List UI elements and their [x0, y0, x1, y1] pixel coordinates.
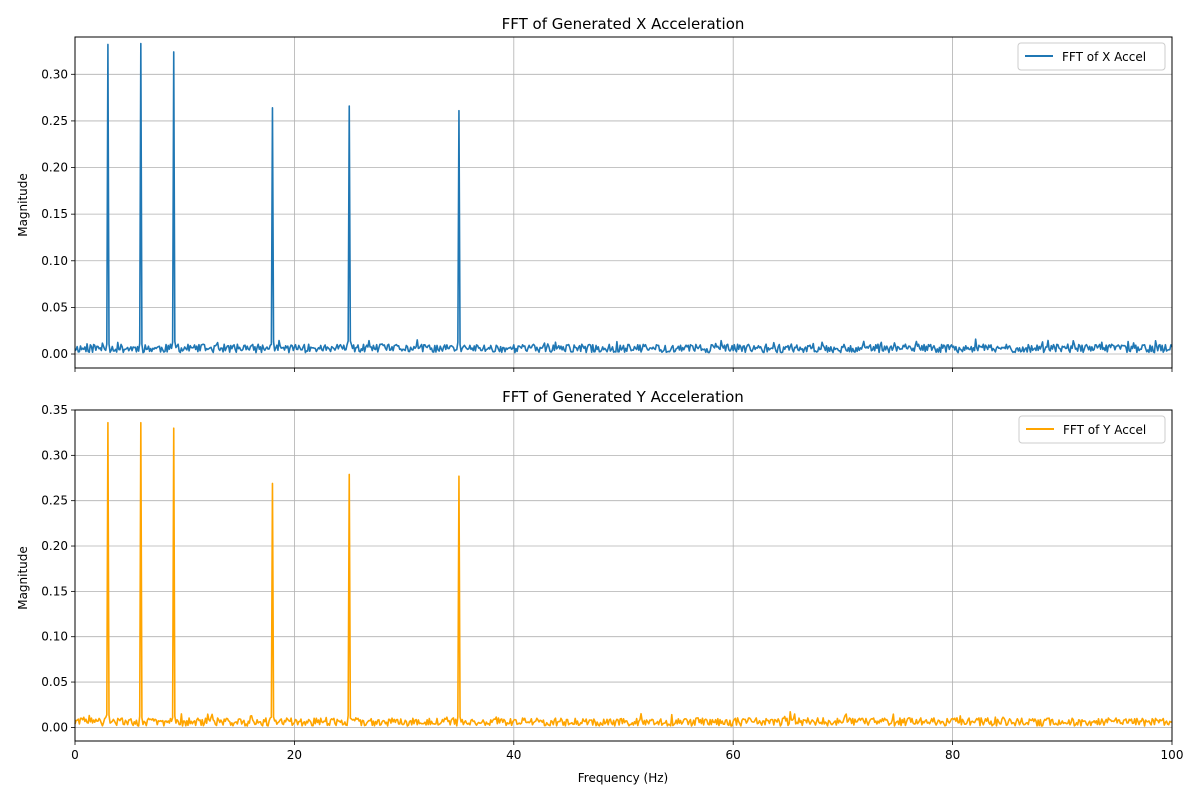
- legend-label: FFT of Y Accel: [1063, 423, 1146, 437]
- y-accel-ticks: 0 20 40 60 80 100 0.00 0.05 0.10 0.15 0.20 0.25 0.30…: [41, 403, 1183, 762]
- x-accel-plot: FFT of Generated X Acceleration Magnitud…: [16, 15, 1173, 372]
- x-accel-y-axis-label: Magnitude: [16, 173, 30, 237]
- y-tick-label: 0.35: [41, 403, 68, 417]
- y-tick-label: 0.20: [41, 539, 68, 553]
- x-accel-ticks: 0.00 0.05 0.10 0.15 0.20 0.25 0.30: [41, 67, 1173, 372]
- x-tick-label: 40: [506, 748, 521, 762]
- y-tick-label: 0.15: [41, 584, 68, 598]
- y-tick-label: 0.00: [41, 720, 68, 734]
- x-accel-legend: FFT of X Accel: [1017, 42, 1166, 71]
- y-tick-label: 0.25: [41, 114, 68, 128]
- y-accel-series-layer: [74, 421, 1173, 727]
- y-tick-label: 0.25: [41, 494, 68, 508]
- y-tick-label: 0.30: [41, 448, 68, 462]
- x-tick-label: 80: [945, 748, 960, 762]
- y-tick-label: 0.15: [41, 207, 68, 221]
- x-accel-plot-frame: [74, 36, 1173, 369]
- y-accel-plot: FFT of Generated Y Acceleration Magnitud…: [16, 388, 1183, 785]
- y-accel-y-axis-label: Magnitude: [16, 546, 30, 610]
- x-tick-label: 100: [1161, 748, 1184, 762]
- x-tick-label: 0: [71, 748, 79, 762]
- y-tick-label: 0.30: [41, 67, 68, 81]
- legend-box: [1017, 42, 1166, 71]
- y-tick-label: 0.10: [41, 630, 68, 644]
- y-tick-label: 0.00: [41, 347, 68, 361]
- series-line: [74, 42, 1173, 354]
- y-accel-plot-title: FFT of Generated Y Acceleration: [502, 388, 744, 406]
- x-tick-label: 60: [726, 748, 741, 762]
- y-tick-label: 0.05: [41, 675, 68, 689]
- x-tick-label: 20: [287, 748, 302, 762]
- y-tick-label: 0.10: [41, 254, 68, 268]
- x-accel-plot-title: FFT of Generated X Acceleration: [502, 15, 745, 33]
- y-accel-legend: FFT of Y Accel: [1018, 415, 1166, 444]
- x-accel-grid: [74, 37, 1173, 368]
- y-tick-label: 0.05: [41, 300, 68, 314]
- series-line: [74, 421, 1173, 727]
- x-axis-label: Frequency (Hz): [578, 771, 669, 785]
- x-accel-series-layer: [74, 42, 1173, 354]
- legend-label: FFT of X Accel: [1062, 50, 1146, 64]
- legend-box: [1018, 415, 1166, 444]
- y-tick-label: 0.20: [41, 161, 68, 175]
- y-accel-plot-frame: [74, 409, 1173, 742]
